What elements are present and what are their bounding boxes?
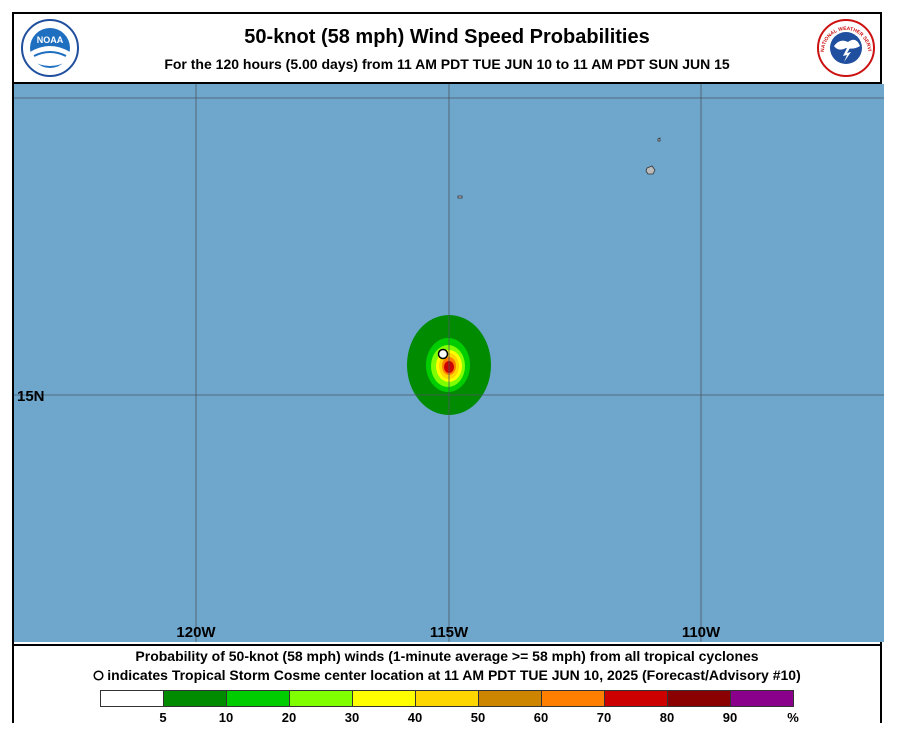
legend-label: 50: [470, 710, 486, 725]
storm-center-legend-icon: [93, 670, 104, 681]
color-legend-labels: 5 10 20 30 40 50 60 70 80 90%: [100, 710, 820, 725]
legend-swatch: [163, 690, 227, 707]
legend-label: 70: [596, 710, 612, 725]
graticule: [14, 84, 884, 642]
lat-label-15n: 15N: [17, 388, 45, 405]
legend-label: %: [787, 710, 799, 725]
storm-center-marker: [437, 348, 449, 360]
legend-label: 60: [533, 710, 549, 725]
legend-swatch: [667, 690, 731, 707]
legend-swatch: [226, 690, 290, 707]
header: NOAA 50-knot (58 mph) Wind Speed Probabi…: [14, 14, 880, 84]
footer-description: Probability of 50-knot (58 mph) winds (1…: [135, 648, 759, 664]
lon-label-110w: 110W: [682, 624, 721, 641]
island-socorro: [645, 165, 656, 175]
map-subtitle: For the 120 hours (5.00 days) from 11 AM…: [164, 56, 730, 72]
legend-swatch: [289, 690, 353, 707]
legend-swatch: [100, 690, 164, 707]
lon-label-120w: 120W: [176, 624, 216, 641]
legend-label: 5: [159, 710, 167, 725]
legend-swatch: [415, 690, 479, 707]
probability-map: 120W 115W 110W 15N: [14, 84, 884, 642]
island-clarion: [457, 195, 463, 199]
legend-label: 80: [659, 710, 675, 725]
legend-label: 90: [722, 710, 738, 725]
footer: Probability of 50-knot (58 mph) winds (1…: [14, 644, 880, 725]
legend-swatch: [730, 690, 794, 707]
legend-label: 40: [407, 710, 423, 725]
footer-storm-note: indicates Tropical Storm Cosme center lo…: [14, 667, 880, 683]
noaa-logo: NOAA: [21, 19, 79, 77]
island-san-benedicto: [657, 137, 661, 142]
nws-logo: NATIONAL WEATHER SERVICE: [816, 18, 875, 77]
legend-label: 20: [281, 710, 297, 725]
footer-storm-text: indicates Tropical Storm Cosme center lo…: [107, 667, 801, 683]
noaa-logo-text: NOAA: [37, 35, 64, 45]
map-title: 50-knot (58 mph) Wind Speed Probabilitie…: [244, 26, 650, 48]
legend-swatch: [478, 690, 542, 707]
legend-swatch: [541, 690, 605, 707]
legend-label: 10: [218, 710, 234, 725]
legend-swatch: [604, 690, 668, 707]
legend-label: 30: [344, 710, 360, 725]
lon-label-115w: 115W: [430, 624, 469, 641]
color-legend: [100, 690, 794, 707]
legend-swatch: [352, 690, 416, 707]
